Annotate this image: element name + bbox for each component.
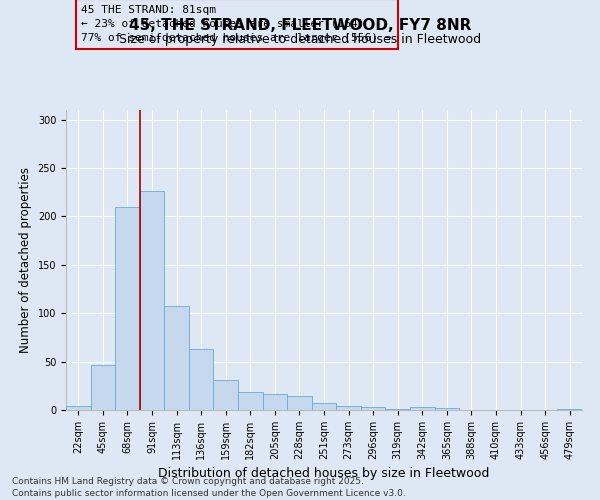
Text: 45, THE STRAND, FLEETWOOD, FY7 8NR: 45, THE STRAND, FLEETWOOD, FY7 8NR [129, 18, 471, 32]
Text: Contains HM Land Registry data © Crown copyright and database right 2025.
Contai: Contains HM Land Registry data © Crown c… [12, 476, 406, 498]
Text: Size of property relative to detached houses in Fleetwood: Size of property relative to detached ho… [119, 32, 481, 46]
Bar [238, 392, 263, 410]
Bar [312, 403, 336, 410]
Bar [336, 406, 361, 410]
Bar [287, 396, 312, 410]
Text: 45 THE STRAND: 81sqm
← 23% of detached houses are smaller (164)
77% of semi-deta: 45 THE STRAND: 81sqm ← 23% of detached h… [82, 5, 392, 43]
Bar [214, 380, 238, 410]
Bar [263, 394, 287, 410]
X-axis label: Distribution of detached houses by size in Fleetwood: Distribution of detached houses by size … [158, 468, 490, 480]
Bar [66, 406, 91, 410]
Bar [557, 409, 582, 410]
Bar [140, 192, 164, 410]
Bar [115, 207, 140, 410]
Bar [91, 366, 115, 410]
Bar [361, 407, 385, 410]
Bar [385, 409, 410, 410]
Bar [189, 349, 214, 410]
Bar [410, 407, 434, 410]
Y-axis label: Number of detached properties: Number of detached properties [19, 167, 32, 353]
Bar [434, 408, 459, 410]
Bar [164, 306, 189, 410]
